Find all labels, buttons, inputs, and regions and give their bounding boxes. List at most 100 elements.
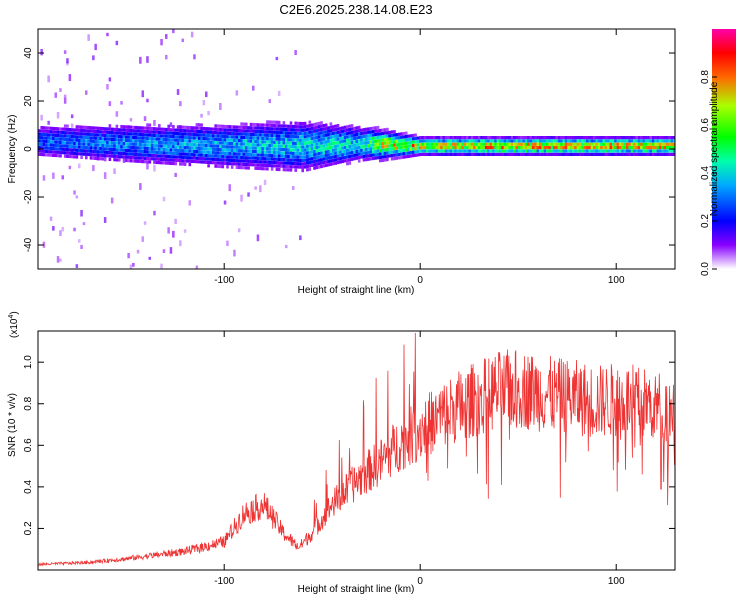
spectrogram-cell bbox=[249, 122, 253, 126]
noise-cell bbox=[263, 179, 267, 186]
spectrogram-cell bbox=[99, 133, 102, 137]
spectrogram-cell bbox=[45, 153, 48, 157]
spectrogram-cell bbox=[353, 126, 356, 131]
spectrogram-cell bbox=[346, 131, 349, 136]
spectrogram-cell bbox=[235, 159, 239, 163]
spectrogram-cell bbox=[162, 137, 166, 141]
spectrogram-cell bbox=[313, 143, 316, 147]
spectrogram-cell bbox=[249, 129, 253, 133]
spectrogram-cell bbox=[663, 136, 667, 140]
spectrogram-cell bbox=[569, 146, 573, 150]
spectrogram-cell bbox=[468, 136, 471, 140]
snr-y-scale-base: (x10 bbox=[9, 318, 20, 338]
spectrogram-cell bbox=[560, 146, 563, 150]
spectrogram-cell bbox=[576, 139, 580, 143]
spectrogram-cell bbox=[280, 131, 283, 135]
spectrogram-cell bbox=[520, 146, 523, 150]
spectrogram-cell bbox=[280, 164, 283, 168]
spectrogram-cell bbox=[499, 142, 502, 146]
spectrogram-cell bbox=[670, 139, 674, 143]
spectrogram-cell bbox=[292, 141, 295, 145]
spectrogram-cell bbox=[593, 146, 596, 150]
spectrogram-cell bbox=[270, 127, 274, 131]
spectrogram-cell bbox=[350, 134, 354, 138]
noise-cell bbox=[277, 90, 281, 97]
spectrogram-x-ticks: -100 0 100 bbox=[214, 29, 625, 286]
spectrogram-cell bbox=[343, 152, 347, 156]
spectrogram-cell bbox=[129, 129, 133, 133]
spectrogram-cell bbox=[181, 149, 185, 153]
spectrogram-cell bbox=[306, 127, 309, 132]
spectrogram-cell bbox=[379, 142, 382, 146]
spectrogram-cell bbox=[155, 140, 159, 144]
spectrogram-cell bbox=[595, 152, 598, 156]
spectrogram-cell bbox=[266, 150, 269, 154]
spectrogram-cell bbox=[393, 140, 396, 144]
spectrogram-cell bbox=[604, 146, 608, 150]
spectrogram-cell bbox=[181, 162, 185, 166]
spectrogram-cell bbox=[59, 140, 62, 144]
spectrogram-cell bbox=[197, 160, 201, 164]
spectrogram-cell bbox=[444, 142, 448, 146]
spectrogram-cell bbox=[249, 139, 253, 143]
spectrogram-cell bbox=[108, 154, 112, 158]
spectrogram-cell bbox=[125, 135, 128, 139]
spectrogram-cell bbox=[402, 142, 406, 146]
spectrogram-cell bbox=[557, 136, 561, 140]
spectrogram-cell bbox=[459, 149, 462, 153]
spectrogram-cell bbox=[543, 139, 547, 143]
snr-y-scale-exponent: 4 bbox=[8, 315, 15, 319]
spectrogram-cell bbox=[536, 149, 540, 153]
spectrogram-cell bbox=[148, 126, 152, 130]
spectrogram-cell bbox=[355, 156, 359, 160]
spectrogram-cell bbox=[320, 154, 323, 158]
noise-cell bbox=[179, 101, 182, 107]
spectrogram-cell bbox=[386, 148, 389, 152]
spectrogram-cell bbox=[277, 144, 281, 148]
spectrogram-cell bbox=[329, 162, 333, 166]
spectrogram-cell bbox=[324, 150, 328, 154]
spectrogram-cell bbox=[207, 147, 210, 151]
spectrogram-cell bbox=[52, 133, 55, 137]
spectrogram-cell bbox=[80, 152, 83, 156]
spectrogram-cell bbox=[252, 129, 255, 133]
spectrogram-cell bbox=[633, 146, 636, 150]
spectrogram-cell bbox=[630, 142, 634, 146]
spectrogram-cell bbox=[524, 136, 528, 140]
spectrogram-cell bbox=[205, 130, 208, 134]
spectrogram-cell bbox=[73, 151, 76, 156]
spectrogram-cell bbox=[306, 124, 309, 128]
spectrogram-cell bbox=[216, 137, 220, 142]
snr-y-scale: (x104) bbox=[8, 311, 20, 338]
spectrogram-cell bbox=[212, 161, 215, 165]
spectrogram-cell bbox=[324, 133, 328, 137]
spectrogram-cell bbox=[524, 152, 528, 156]
spectrogram-cell bbox=[153, 157, 156, 161]
spectrogram-cell bbox=[280, 127, 283, 131]
spectrogram-cell bbox=[259, 156, 262, 161]
spectrogram-cell bbox=[588, 146, 591, 150]
spectrogram-cell bbox=[214, 161, 217, 165]
spectrogram-cell bbox=[87, 142, 90, 146]
spectrogram-cell bbox=[70, 138, 74, 142]
spectrogram-cell bbox=[125, 145, 128, 149]
spectrogram-cell bbox=[579, 146, 582, 150]
spectrogram-cell bbox=[527, 139, 530, 143]
noise-cell bbox=[256, 234, 260, 242]
spectrogram-cell bbox=[400, 145, 403, 149]
spectrogram-cell bbox=[647, 142, 650, 146]
spectrogram-cell bbox=[513, 136, 516, 140]
spectrogram-cell bbox=[595, 149, 598, 153]
spectrogram-cell bbox=[334, 141, 337, 145]
spectrogram-cell bbox=[266, 160, 269, 164]
spectrogram-cell bbox=[543, 149, 547, 153]
spectrogram-cell bbox=[266, 153, 269, 158]
spectrogram-cell bbox=[642, 149, 646, 153]
spectrogram-cell bbox=[633, 142, 636, 146]
spectrogram-cell bbox=[282, 131, 286, 135]
spectrogram-cell bbox=[607, 142, 610, 146]
spectrogram-cell bbox=[477, 146, 481, 150]
spectrogram-cell bbox=[630, 152, 634, 156]
spectrogram-cell bbox=[113, 154, 116, 158]
spectrogram-cell bbox=[226, 128, 229, 132]
